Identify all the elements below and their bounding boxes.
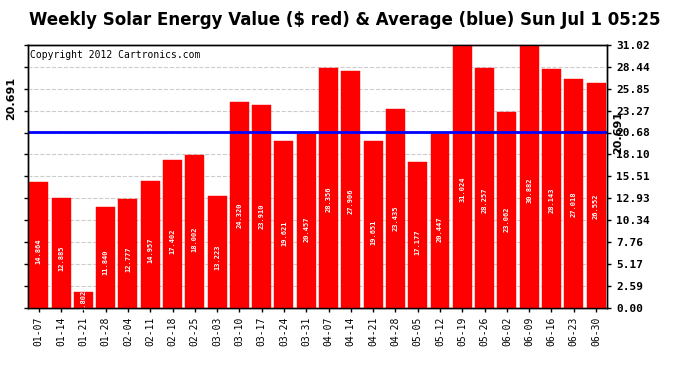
Bar [230, 102, 249, 308]
Bar [364, 141, 382, 308]
Text: 28.143: 28.143 [549, 188, 555, 213]
Text: 14.864: 14.864 [36, 238, 42, 264]
Text: 19.651: 19.651 [370, 220, 376, 245]
Text: 31.024: 31.024 [460, 177, 465, 202]
Text: 17.402: 17.402 [170, 228, 175, 254]
Text: 30.882: 30.882 [526, 177, 532, 203]
Text: 23.910: 23.910 [259, 204, 265, 229]
Text: Weekly Solar Energy Value ($ red) & Average (blue) Sun Jul 1 05:25: Weekly Solar Energy Value ($ red) & Aver… [29, 11, 661, 29]
Text: 12.777: 12.777 [125, 246, 131, 272]
Text: 19.621: 19.621 [281, 220, 287, 246]
Text: 13.223: 13.223 [214, 244, 220, 270]
Bar [119, 200, 137, 308]
Text: 20.691: 20.691 [613, 111, 623, 154]
Text: 27.906: 27.906 [348, 189, 354, 214]
Bar [297, 134, 316, 308]
Bar [208, 196, 226, 308]
Text: 18.002: 18.002 [192, 226, 198, 252]
Text: 11.840: 11.840 [103, 250, 108, 275]
Bar [52, 198, 70, 308]
Bar [475, 68, 494, 308]
Text: 20.447: 20.447 [437, 217, 443, 242]
Text: 14.957: 14.957 [147, 238, 153, 263]
Text: 20.691: 20.691 [6, 76, 16, 120]
Bar [141, 181, 159, 308]
Text: 28.356: 28.356 [326, 187, 332, 212]
Text: 28.257: 28.257 [482, 187, 488, 213]
Bar [453, 45, 472, 308]
Text: 26.552: 26.552 [593, 194, 599, 219]
Text: 1.802: 1.802 [80, 290, 86, 311]
Bar [586, 83, 606, 308]
Text: 23.435: 23.435 [393, 206, 398, 231]
Text: 20.457: 20.457 [303, 217, 309, 242]
Bar [408, 162, 427, 308]
Bar [386, 109, 405, 307]
Text: 23.062: 23.062 [504, 207, 510, 232]
Bar [96, 207, 115, 308]
Text: 12.885: 12.885 [58, 246, 64, 271]
Bar [29, 182, 48, 308]
Bar [342, 71, 360, 308]
Text: 17.177: 17.177 [415, 230, 421, 255]
Text: Copyright 2012 Cartronics.com: Copyright 2012 Cartronics.com [30, 50, 201, 60]
Bar [431, 135, 449, 308]
Text: 27.018: 27.018 [571, 192, 577, 217]
Bar [542, 69, 561, 308]
Bar [319, 68, 338, 308]
Bar [74, 292, 92, 308]
Bar [497, 112, 516, 308]
Bar [186, 155, 204, 308]
Bar [520, 46, 539, 308]
Bar [163, 160, 182, 308]
Bar [564, 79, 583, 308]
Text: 24.320: 24.320 [237, 202, 242, 228]
Bar [253, 105, 271, 308]
Bar [275, 141, 293, 308]
